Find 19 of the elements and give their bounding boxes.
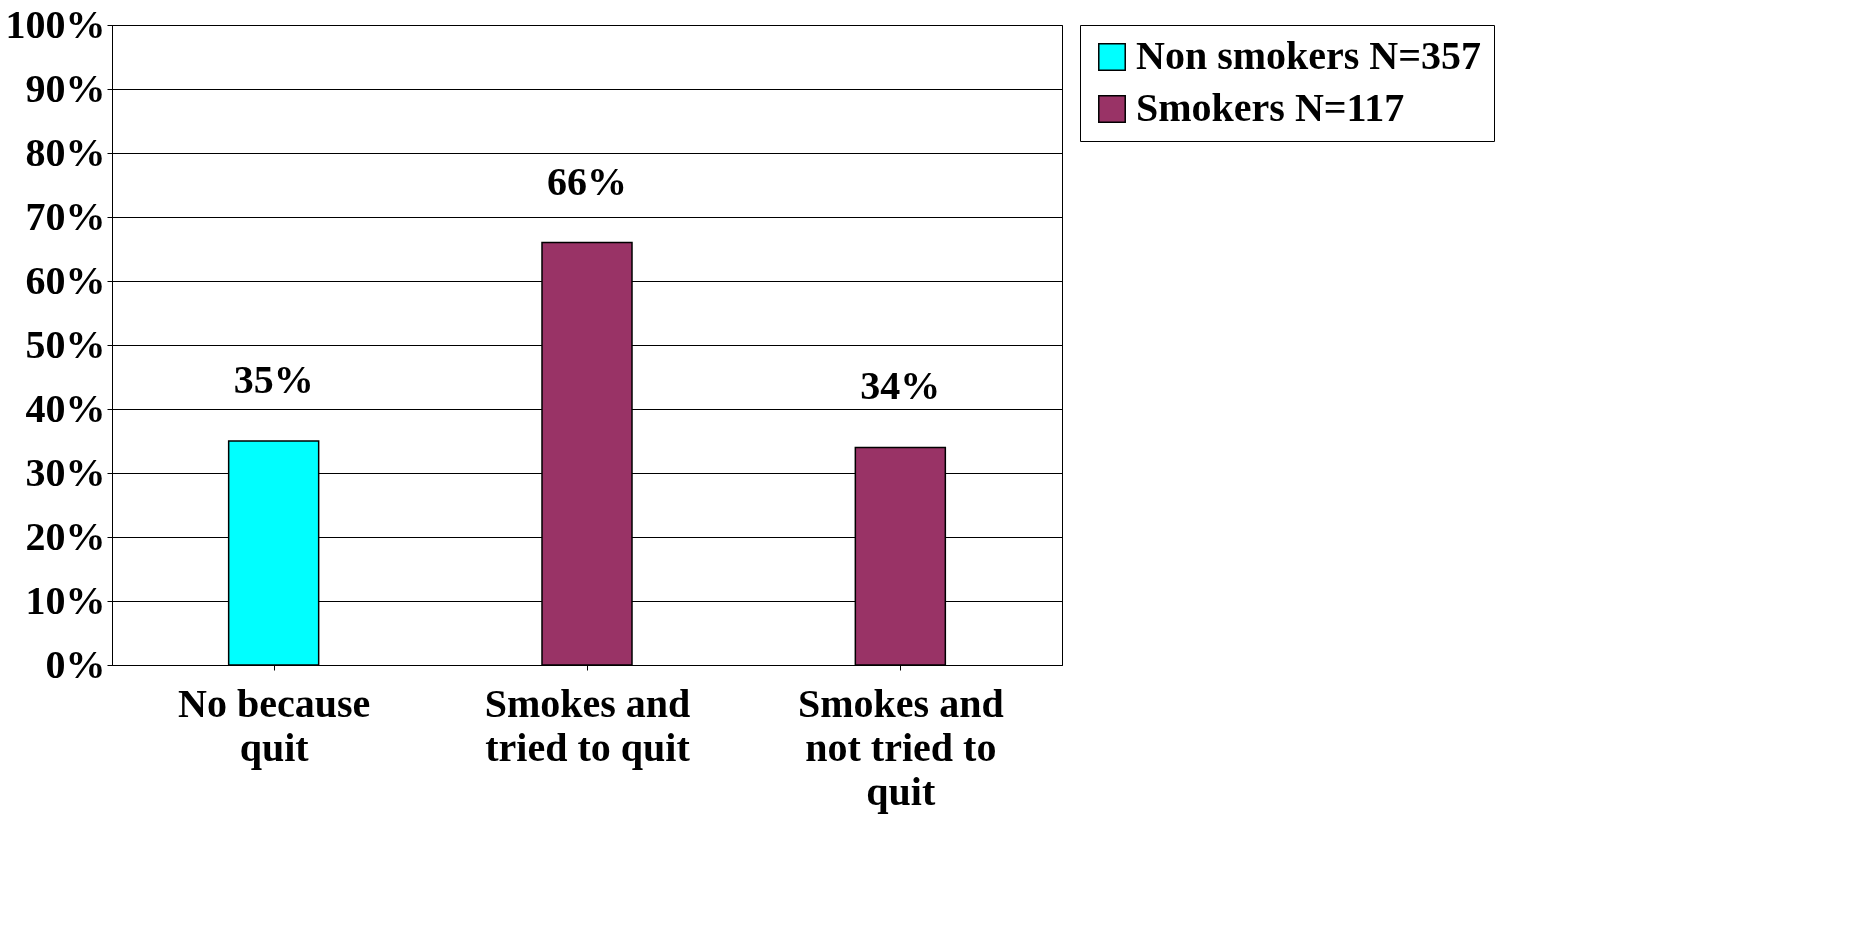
x-tick-label: Smokes and not tried to quit — [798, 680, 1004, 814]
y-tick-label: 50% — [25, 321, 106, 367]
y-tick-label: 20% — [25, 513, 106, 559]
data-label: 34% — [860, 363, 941, 409]
x-tick-label: Smokes and tried to quit — [484, 680, 691, 770]
y-tick-label: 30% — [25, 449, 106, 495]
y-tick-label: 70% — [25, 193, 106, 239]
y-tick-label: 40% — [25, 385, 106, 431]
y-tick-label: 90% — [25, 65, 106, 111]
y-tick-label: 60% — [25, 257, 106, 303]
x-tick-label: No because quit — [178, 680, 371, 770]
data-label: 66% — [547, 158, 627, 204]
data-label: 35% — [233, 357, 314, 402]
legend-label: Smokers N=117 — [1136, 85, 1405, 130]
legend-label: Non smokers N=357 — [1136, 33, 1482, 78]
y-tick-label: 80% — [25, 129, 106, 175]
y-tick-label: 10% — [25, 577, 106, 623]
y-tick-label: 100% — [5, 1, 106, 47]
y-tick-label: 0% — [45, 641, 106, 687]
